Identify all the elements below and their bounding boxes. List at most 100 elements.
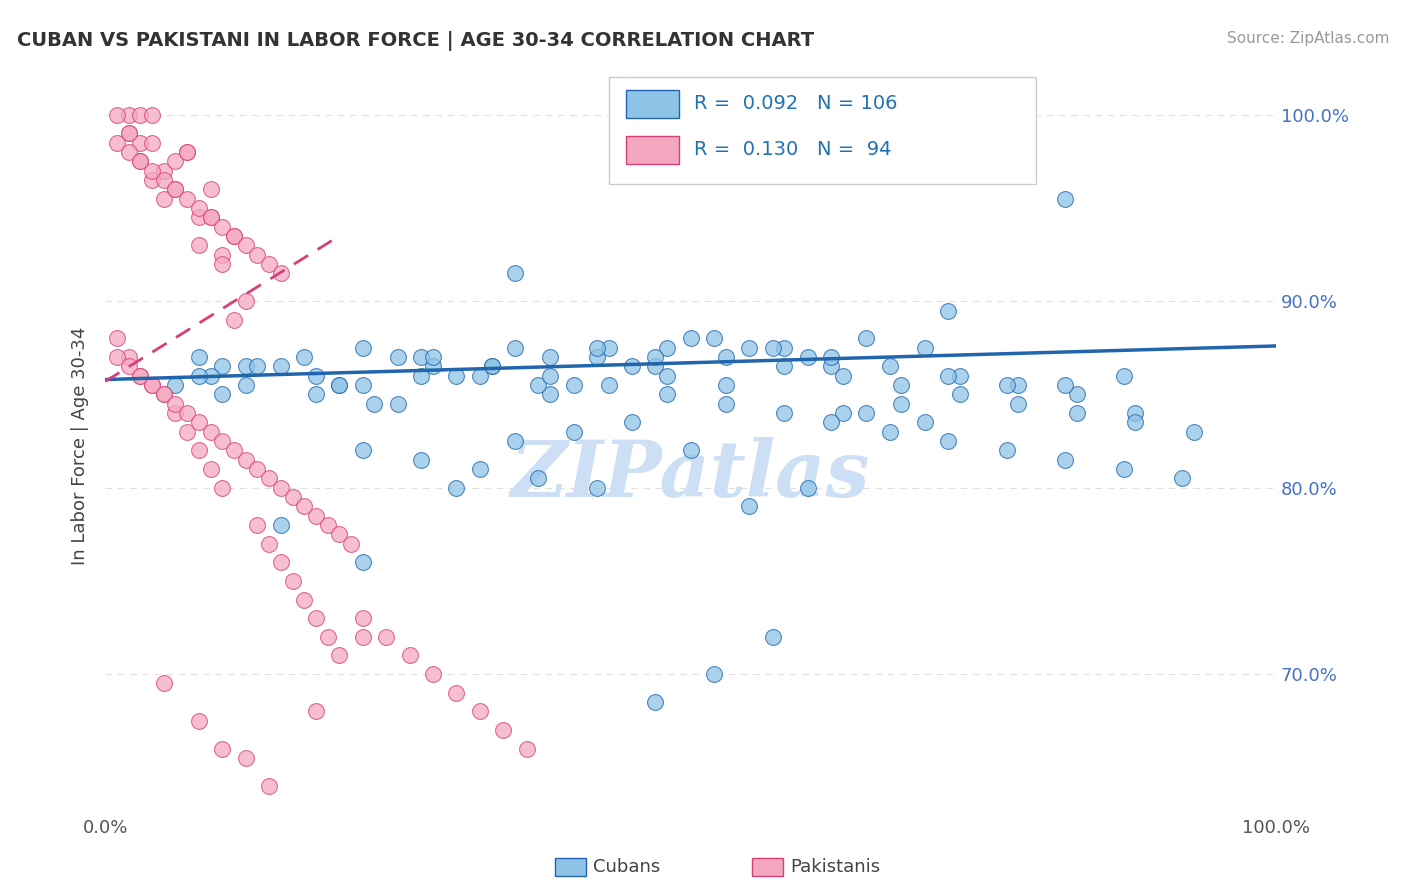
Point	[316, 630, 339, 644]
Point	[936, 368, 959, 383]
Point	[187, 238, 209, 252]
Point	[598, 378, 620, 392]
Point	[292, 500, 315, 514]
Point	[538, 387, 561, 401]
Point	[422, 359, 444, 374]
Point	[411, 368, 433, 383]
Point	[1125, 416, 1147, 430]
Point	[235, 238, 257, 252]
Point	[562, 378, 585, 392]
Point	[129, 154, 152, 169]
Point	[187, 416, 209, 430]
Point	[1112, 462, 1135, 476]
Point	[141, 378, 163, 392]
Point	[328, 378, 350, 392]
Point	[503, 341, 526, 355]
Point	[890, 378, 912, 392]
Point	[152, 163, 174, 178]
Y-axis label: In Labor Force | Age 30-34: In Labor Force | Age 30-34	[72, 326, 89, 565]
Point	[176, 192, 198, 206]
Point	[352, 341, 374, 355]
Point	[387, 350, 409, 364]
Point	[305, 611, 328, 625]
Point	[773, 341, 796, 355]
Point	[235, 294, 257, 309]
Point	[679, 443, 702, 458]
Point	[165, 406, 187, 420]
Point	[352, 630, 374, 644]
Point	[176, 145, 198, 159]
Point	[152, 676, 174, 690]
Point	[714, 378, 737, 392]
Point	[703, 667, 725, 681]
Point	[270, 555, 292, 569]
Point	[387, 397, 409, 411]
Point	[222, 229, 245, 244]
Point	[305, 508, 328, 523]
Point	[352, 611, 374, 625]
Point	[831, 406, 853, 420]
Point	[352, 378, 374, 392]
Point	[257, 471, 280, 485]
Point	[949, 387, 972, 401]
Point	[305, 387, 328, 401]
Point	[200, 182, 222, 196]
Point	[422, 350, 444, 364]
Point	[503, 434, 526, 448]
Point	[831, 368, 853, 383]
Point	[328, 648, 350, 663]
Point	[411, 350, 433, 364]
Point	[117, 108, 139, 122]
Text: Cubans: Cubans	[593, 858, 661, 876]
Point	[257, 536, 280, 550]
Point	[657, 387, 679, 401]
Point	[1007, 378, 1029, 392]
Point	[117, 127, 139, 141]
Point	[305, 368, 328, 383]
Point	[270, 481, 292, 495]
Point	[1066, 387, 1088, 401]
Point	[235, 452, 257, 467]
Point	[246, 247, 269, 261]
Point	[235, 359, 257, 374]
Point	[246, 518, 269, 533]
Point	[598, 341, 620, 355]
Point	[211, 257, 233, 271]
Text: ZIPatlas: ZIPatlas	[510, 437, 870, 514]
Point	[936, 303, 959, 318]
Point	[481, 359, 503, 374]
Text: R =  0.130   N =  94: R = 0.130 N = 94	[695, 140, 891, 159]
Point	[538, 368, 561, 383]
Text: R =  0.092   N = 106: R = 0.092 N = 106	[695, 94, 897, 112]
Point	[211, 741, 233, 756]
Point	[820, 350, 842, 364]
Point	[796, 350, 818, 364]
Point	[257, 257, 280, 271]
Point	[222, 229, 245, 244]
Point	[375, 630, 398, 644]
Point	[187, 443, 209, 458]
Point	[352, 443, 374, 458]
Point	[468, 368, 491, 383]
Point	[703, 331, 725, 345]
Point	[468, 705, 491, 719]
Point	[141, 108, 163, 122]
Point	[468, 462, 491, 476]
Point	[200, 211, 222, 225]
Point	[516, 741, 538, 756]
Point	[105, 350, 128, 364]
Text: Pakistanis: Pakistanis	[790, 858, 880, 876]
Point	[176, 145, 198, 159]
Point	[105, 108, 128, 122]
Point	[586, 350, 609, 364]
Point	[165, 397, 187, 411]
Point	[200, 425, 222, 439]
Point	[538, 350, 561, 364]
Point	[211, 359, 233, 374]
Point	[270, 266, 292, 280]
Point	[165, 182, 187, 196]
Point	[738, 500, 761, 514]
Point	[1125, 406, 1147, 420]
Point	[117, 127, 139, 141]
Point	[586, 341, 609, 355]
